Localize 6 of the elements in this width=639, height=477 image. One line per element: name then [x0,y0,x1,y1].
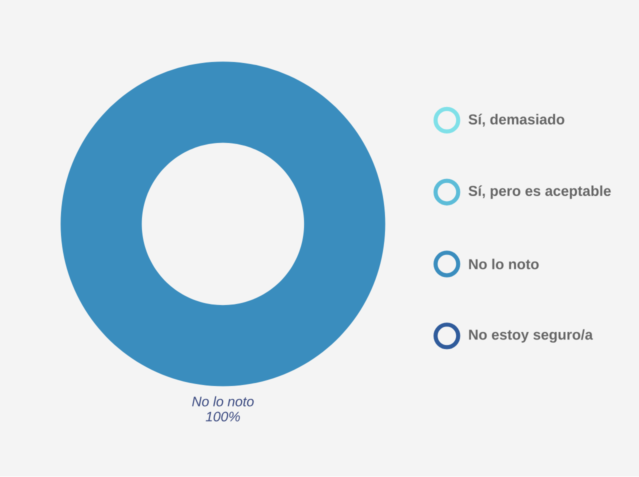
slice-label: No lo noto [192,396,254,407]
legend-label: No lo noto [469,258,539,270]
legend-label: Sí, demasiado [468,114,564,127]
legend-label: No estoy seguro/a [469,329,593,343]
data-label: 100% [206,412,240,422]
legend-label: Sí, pero es aceptable [468,185,611,200]
